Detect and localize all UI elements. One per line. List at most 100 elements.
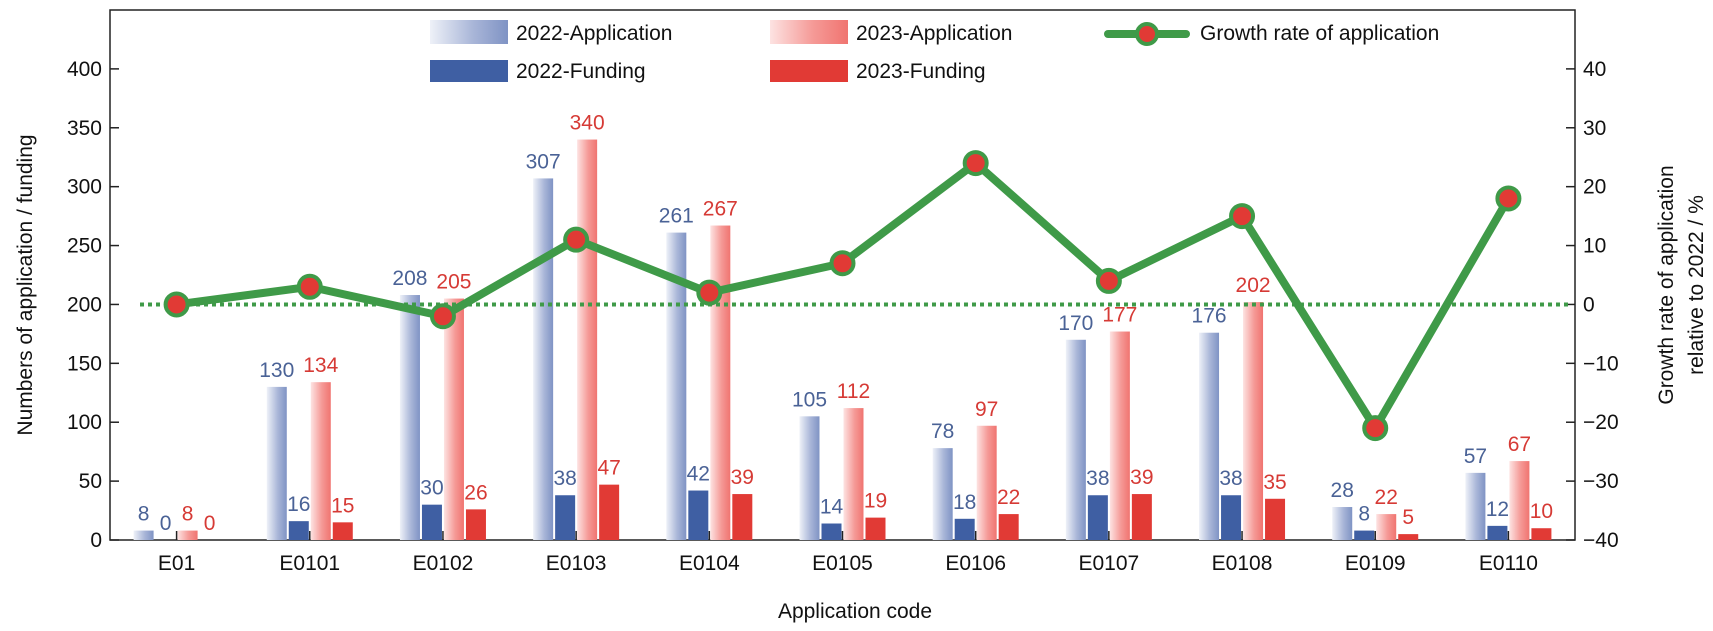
legend-label-2023-application: 2023-Application xyxy=(856,22,1012,45)
bar-label-2023-application-e0101: 134 xyxy=(303,354,338,377)
left-y-axis: 0 50 100 150 200 250 300 350 400 xyxy=(67,58,119,552)
bar-2022-funding-e0106 xyxy=(954,518,975,540)
bar-2022-application-e01 xyxy=(133,530,154,540)
bar-label-2023-application-e0109: 22 xyxy=(1375,486,1398,509)
bar-label-2023-application-e0104: 267 xyxy=(703,198,738,221)
bar-label-2022-funding-e0108: 38 xyxy=(1219,467,1242,490)
right-y-axis-title-line1: Growth rate of application xyxy=(1655,165,1678,404)
x-tick-label-e0108: E0108 xyxy=(1212,552,1273,575)
bar-2023-funding-e0104 xyxy=(732,494,753,540)
bar-label-2022-application-e0108: 176 xyxy=(1192,305,1227,328)
bar-label-2022-funding-e0102: 30 xyxy=(420,477,443,500)
bar-label-2023-funding-e0109: 5 xyxy=(1402,506,1414,529)
x-tick-label-e0102: E0102 xyxy=(413,552,474,575)
bar-2023-application-e0109 xyxy=(1376,514,1397,540)
bar-label-2022-application-e01: 8 xyxy=(138,503,150,526)
bar-2022-funding-e0109 xyxy=(1354,530,1375,540)
growth-point-e01 xyxy=(163,291,190,318)
bar-label-2023-funding-e0104: 39 xyxy=(731,466,754,489)
bar-2023-funding-e0101 xyxy=(332,522,353,540)
right-y-tick-label--20: −20 xyxy=(1583,411,1619,434)
bar-label-2022-funding-e0105: 14 xyxy=(820,496,844,519)
bar-2022-application-e0102 xyxy=(399,295,420,540)
bar-2023-funding-e0103 xyxy=(599,484,620,540)
legend-swatch-2023-funding xyxy=(770,60,848,82)
growth-line-group xyxy=(163,150,1522,442)
bar-2022-application-e0103 xyxy=(533,178,554,540)
left-y-tick-label-400: 400 xyxy=(67,58,102,81)
right-y-axis: −40 −30 −20 −10 0 10 20 30 40 xyxy=(1566,58,1619,552)
legend-label-2023-funding: 2023-Funding xyxy=(856,60,986,83)
right-y-tick-label-30: 30 xyxy=(1583,117,1606,140)
growth-point-e0109 xyxy=(1362,415,1389,442)
right-y-tick-label-0: 0 xyxy=(1583,293,1595,316)
left-y-tick-label-150: 150 xyxy=(67,352,102,375)
x-tick-label-e01: E01 xyxy=(158,552,195,575)
bar-label-2023-application-e0107: 177 xyxy=(1102,304,1137,327)
bar-label-2022-application-e0101: 130 xyxy=(259,359,294,382)
bar-2023-application-e0106 xyxy=(976,425,997,540)
bar-2023-funding-e0102 xyxy=(465,509,486,540)
left-y-tick-label-200: 200 xyxy=(67,293,102,316)
x-axis-title: Application code xyxy=(778,600,932,623)
right-y-tick-label--10: −10 xyxy=(1583,352,1619,375)
legend-label-2022-funding: 2022-Funding xyxy=(516,60,646,83)
growth-point-e0103 xyxy=(563,226,590,253)
legend-swatch-2022-application xyxy=(430,20,508,44)
x-tick-label-e0107: E0107 xyxy=(1078,552,1139,575)
bar-2023-funding-e0110 xyxy=(1531,528,1552,540)
right-y-tick-label--30: −30 xyxy=(1583,470,1619,493)
bar-labels-group: 8 0 8 0130161341520830205263073834047261422… xyxy=(138,112,1553,535)
bar-label-2023-funding-e0107: 39 xyxy=(1130,466,1153,489)
bar-label-2023-funding-e0103: 47 xyxy=(597,457,620,480)
left-y-tick-label-50: 50 xyxy=(79,470,102,493)
bar-2023-funding-e0107 xyxy=(1131,494,1152,540)
growth-point-e0108 xyxy=(1229,203,1256,230)
bar-label-2022-application-e0104: 261 xyxy=(659,205,694,228)
bar-2022-application-e0109 xyxy=(1332,507,1353,540)
bar-label-2023-application-e01: 8 xyxy=(182,503,194,526)
bar-2022-application-e0101 xyxy=(266,386,287,540)
x-tick-label-e0104: E0104 xyxy=(679,552,740,575)
bar-2022-application-e0105 xyxy=(799,416,820,540)
bar-label-2022-application-e0110: 57 xyxy=(1464,445,1487,468)
x-tick-label-e0109: E0109 xyxy=(1345,552,1406,575)
bar-label-2022-application-e0109: 28 xyxy=(1331,479,1354,502)
bar-label-2022-application-e0105: 105 xyxy=(792,388,827,411)
x-axis: E01 E0101 E0102 E0103 E0104 E0105 E0106 E0107 E0… xyxy=(158,531,1538,575)
growth-point-e0110 xyxy=(1495,185,1522,212)
left-y-tick-label-100: 100 xyxy=(67,411,102,434)
growth-point-e0107 xyxy=(1095,267,1122,294)
right-y-tick-label-20: 20 xyxy=(1583,176,1606,199)
bar-2023-funding-e0106 xyxy=(998,514,1019,540)
bar-label-2023-funding-e0101: 15 xyxy=(331,494,354,517)
right-y-axis-title-line2: relative to 2022 / % xyxy=(1685,195,1708,375)
bar-label-2023-application-e0108: 202 xyxy=(1236,274,1271,297)
legend-swatch-2022-funding xyxy=(430,60,508,82)
bar-label-2022-funding-e0109: 8 xyxy=(1358,503,1370,526)
x-tick-label-e0110: E0110 xyxy=(1479,552,1538,575)
bar-2022-application-e0107 xyxy=(1065,339,1086,540)
bar-label-2022-funding-e0103: 38 xyxy=(553,467,576,490)
bar-label-2022-application-e0106: 78 xyxy=(931,420,954,443)
bar-label-2023-application-e0102: 205 xyxy=(436,271,471,294)
bar-2023-funding-e0108 xyxy=(1265,498,1286,540)
x-tick-label-e0103: E0103 xyxy=(546,552,607,575)
right-y-tick-label-40: 40 xyxy=(1583,58,1606,81)
legend-swatch-2023-application xyxy=(770,20,848,44)
legend: 2022-Application 2022-Funding 2023-Appli… xyxy=(430,20,1439,83)
bar-label-2023-application-e0103: 340 xyxy=(570,112,605,135)
bar-2022-application-e0110 xyxy=(1465,472,1486,540)
bar-2023-application-e0108 xyxy=(1243,302,1264,540)
bar-2023-application-e0110 xyxy=(1509,461,1530,540)
bar-label-2022-application-e0102: 208 xyxy=(392,267,427,290)
bar-label-2023-funding-e0106: 22 xyxy=(997,486,1020,509)
bar-label-2023-funding-e0110: 10 xyxy=(1530,500,1553,523)
bar-2023-application-e0102 xyxy=(443,298,464,540)
left-y-tick-label-250: 250 xyxy=(67,235,102,258)
bar-2023-application-e01 xyxy=(177,530,198,540)
bar-2022-application-e0106 xyxy=(932,448,953,540)
bar-2022-funding-e0103 xyxy=(555,495,576,540)
